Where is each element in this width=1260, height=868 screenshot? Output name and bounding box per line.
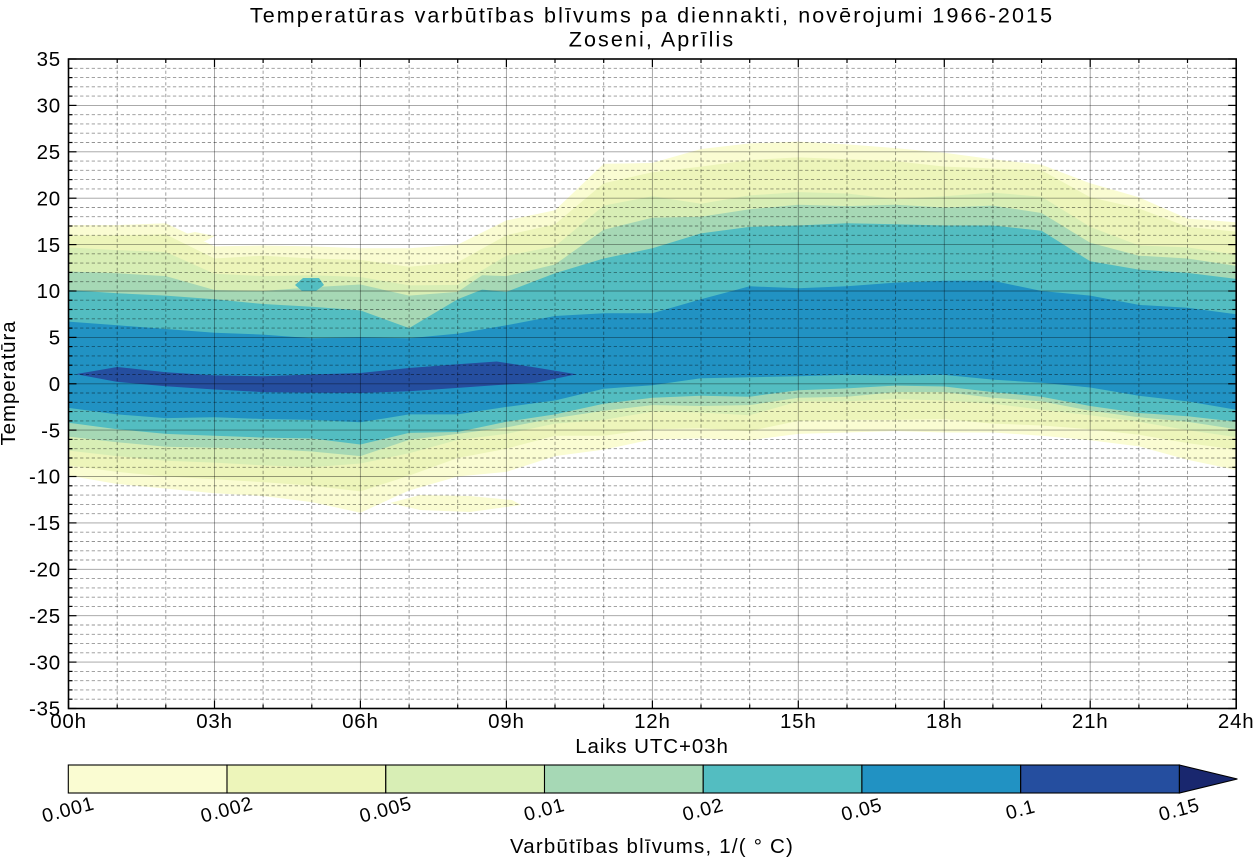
svg-text:Zoseni, Aprīlis: Zoseni, Aprīlis [569, 28, 736, 52]
svg-text:Laiks UTC+03h: Laiks UTC+03h [575, 735, 729, 758]
svg-text:25: 25 [37, 141, 61, 164]
svg-text:0.05: 0.05 [839, 794, 885, 826]
svg-text:-25: -25 [29, 605, 61, 628]
svg-text:15h: 15h [780, 710, 817, 733]
svg-text:10: 10 [37, 280, 61, 303]
svg-text:30: 30 [37, 95, 61, 118]
svg-text:0.01: 0.01 [522, 794, 568, 826]
svg-text:-10: -10 [29, 466, 61, 489]
svg-text:00h: 00h [50, 710, 87, 733]
svg-text:5: 5 [49, 327, 61, 350]
svg-text:-20: -20 [29, 559, 61, 582]
svg-text:24h: 24h [1218, 710, 1255, 733]
svg-text:21h: 21h [1072, 710, 1109, 733]
svg-text:0.002: 0.002 [198, 792, 255, 827]
svg-text:Varbūtības blīvums, 1/( ° C): Varbūtības blīvums, 1/( ° C) [510, 835, 794, 858]
svg-text:0.001: 0.001 [40, 792, 97, 827]
svg-text:-15: -15 [29, 512, 61, 535]
svg-text:15: 15 [37, 234, 61, 257]
svg-text:Temperatūras varbūtības blīvum: Temperatūras varbūtības blīvums pa dienn… [250, 4, 1054, 28]
svg-text:20: 20 [37, 187, 61, 210]
svg-text:0: 0 [49, 373, 61, 396]
svg-text:-35: -35 [29, 698, 61, 721]
svg-text:0.1: 0.1 [1003, 796, 1037, 825]
svg-text:06h: 06h [342, 710, 379, 733]
svg-text:35: 35 [37, 48, 61, 71]
svg-text:18h: 18h [926, 710, 963, 733]
svg-text:0.15: 0.15 [1156, 794, 1202, 826]
svg-text:12h: 12h [634, 710, 671, 733]
svg-text:-30: -30 [29, 651, 61, 674]
svg-text:Temperatūra: Temperatūra [0, 321, 20, 446]
svg-text:-5: -5 [41, 419, 61, 442]
svg-text:0.02: 0.02 [680, 794, 726, 826]
svg-text:0.005: 0.005 [357, 792, 414, 827]
svg-text:03h: 03h [196, 710, 233, 733]
svg-text:09h: 09h [488, 710, 525, 733]
